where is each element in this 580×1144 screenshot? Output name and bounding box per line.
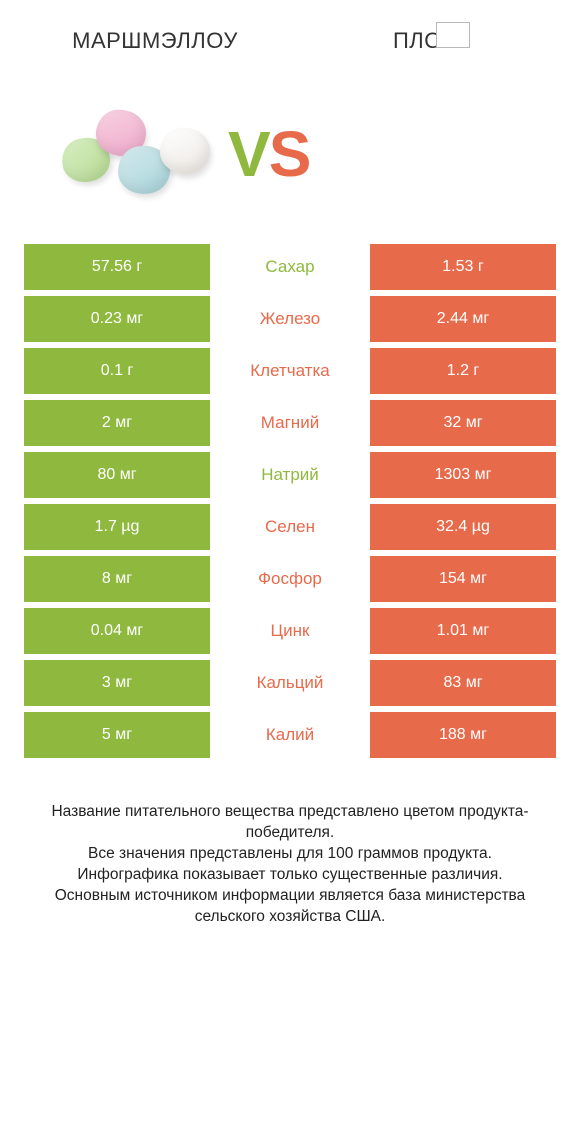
value-left: 0.1 г (24, 348, 210, 394)
comparison-table: 57.56 гСахар1.53 г0.23 мгЖелезо2.44 мг0.… (0, 244, 580, 758)
value-right: 1.2 г (370, 348, 556, 394)
table-row: 0.1 гКлетчатка1.2 г (24, 348, 556, 394)
nutrient-label: Сахар (210, 244, 370, 290)
table-row: 57.56 гСахар1.53 г (24, 244, 556, 290)
table-row: 1.7 µgСелен32.4 µg (24, 504, 556, 550)
value-left: 0.04 мг (24, 608, 210, 654)
value-right: 32 мг (370, 400, 556, 446)
footnote-text: Название питательного вещества представл… (0, 764, 580, 928)
nutrient-label: Калий (210, 712, 370, 758)
table-row: 80 мгНатрий1303 мг (24, 452, 556, 498)
table-row: 0.23 мгЖелезо2.44 мг (24, 296, 556, 342)
value-right: 1303 мг (370, 452, 556, 498)
vs-row: VS (0, 64, 580, 244)
table-row: 5 мгКалий188 мг (24, 712, 556, 758)
vs-label: VS (228, 117, 309, 191)
nutrient-label: Натрий (210, 452, 370, 498)
value-left: 80 мг (24, 452, 210, 498)
table-row: 8 мгФосфор154 мг (24, 556, 556, 602)
value-right: 32.4 µg (370, 504, 556, 550)
table-row: 2 мгМагний32 мг (24, 400, 556, 446)
value-right: 1.53 г (370, 244, 556, 290)
image-placeholder-box (436, 22, 470, 48)
value-right: 1.01 мг (370, 608, 556, 654)
nutrient-label: Цинк (210, 608, 370, 654)
value-left: 1.7 µg (24, 504, 210, 550)
title-left: МАРШМЭЛЛОУ (20, 28, 290, 54)
value-right: 83 мг (370, 660, 556, 706)
title-right: ПЛОВ (290, 28, 560, 54)
value-left: 5 мг (24, 712, 210, 758)
value-left: 0.23 мг (24, 296, 210, 342)
table-row: 0.04 мгЦинк1.01 мг (24, 608, 556, 654)
value-right: 2.44 мг (370, 296, 556, 342)
nutrient-label: Селен (210, 504, 370, 550)
value-left: 3 мг (24, 660, 210, 706)
nutrient-label: Фосфор (210, 556, 370, 602)
value-right: 154 мг (370, 556, 556, 602)
nutrient-label: Магний (210, 400, 370, 446)
value-left: 8 мг (24, 556, 210, 602)
value-left: 57.56 г (24, 244, 210, 290)
vs-s: S (269, 117, 310, 191)
value-left: 2 мг (24, 400, 210, 446)
marshmallow-icon (60, 104, 210, 204)
vs-v: V (228, 117, 269, 191)
table-row: 3 мгКальций83 мг (24, 660, 556, 706)
nutrient-label: Железо (210, 296, 370, 342)
nutrient-label: Кальций (210, 660, 370, 706)
value-right: 188 мг (370, 712, 556, 758)
nutrient-label: Клетчатка (210, 348, 370, 394)
header: МАРШМЭЛЛОУ ПЛОВ (0, 0, 580, 64)
